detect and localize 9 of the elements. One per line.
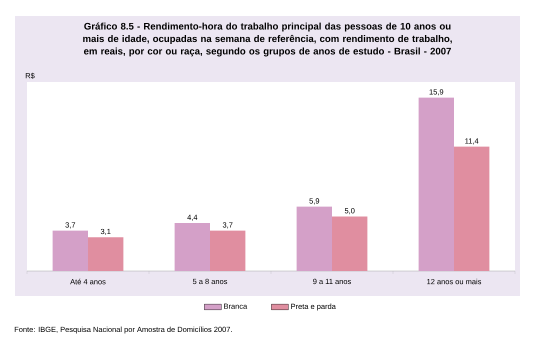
- bar: [52, 230, 88, 271]
- bar: [210, 230, 246, 271]
- bar: [332, 216, 368, 271]
- bar: [454, 146, 490, 271]
- bar: [174, 223, 210, 271]
- bar: [296, 206, 332, 271]
- bar: [418, 98, 454, 271]
- chart-title: Gráfico 8.5 - Rendimento-hora do trabalho principal das pessoas de 10 anos ou mais de idade, ocupadas na semana de referência, com rendimento de trabalho, em reais, por cor ou raça, segundo os grupos de anos de estudo - Brasil - 2007: [83, 22, 452, 56]
- bar: [88, 237, 124, 271]
